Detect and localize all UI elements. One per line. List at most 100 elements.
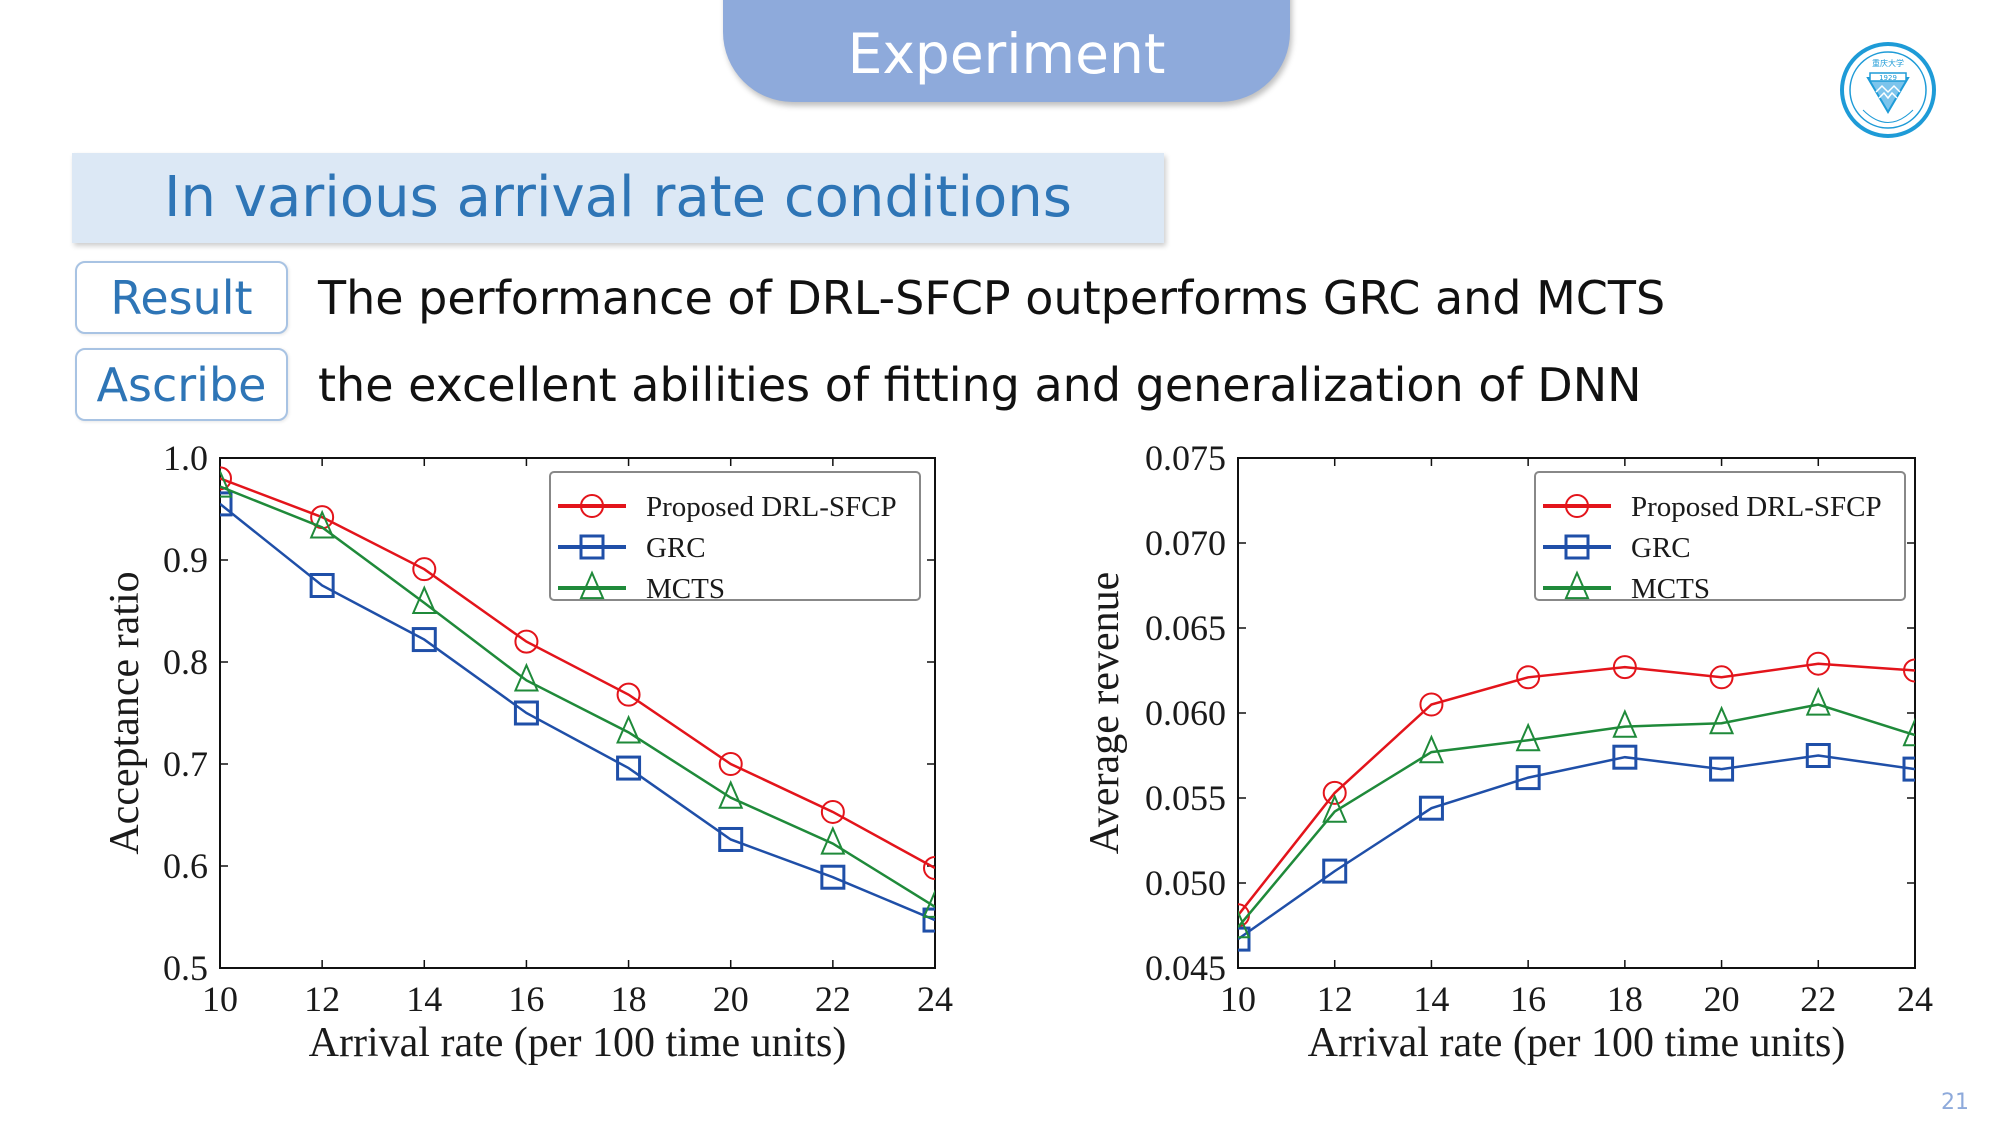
y-tick-label: 0.050 [1145,863,1226,903]
series-line [220,485,935,908]
legend-box [549,471,921,601]
data-point [1515,722,1541,752]
y-tick-label: 1.0 [163,438,208,478]
section-title: Experiment [847,22,1166,86]
section-header-tab: Experiment [723,0,1290,102]
legend-label: MCTS [1631,573,1710,605]
data-point [1322,794,1348,823]
data-point [1612,709,1638,738]
data-point [411,627,437,653]
data-point [923,856,935,881]
series-mcts [220,468,935,918]
y-tick-label: 0.045 [1145,948,1226,988]
data-point [718,780,744,809]
data-point [1902,756,1915,782]
svg-text:1929: 1929 [1879,74,1897,82]
y-axis-label: Average revenue [1082,572,1128,855]
data-point [1516,665,1541,690]
data-point [1418,795,1444,821]
y-tick-label: 0.8 [163,642,208,682]
y-tick-label: 0.065 [1145,608,1226,648]
x-tick-label: 10 [202,979,238,1019]
y-tick-label: 0.070 [1145,523,1226,563]
chongqing-university-seal-icon: 1929 重庆大学 [1840,42,1936,138]
x-tick-label: 22 [815,979,851,1019]
data-point [820,799,845,824]
data-point [1515,765,1541,791]
result-tag: Result [75,261,288,334]
legend-marker [580,494,604,518]
data-point [514,629,539,654]
legend-label: Proposed DRL-SFCP [1631,491,1882,523]
data-point [616,714,642,744]
legend-label: GRC [646,532,706,564]
data-point [513,700,539,726]
data-point [1805,686,1831,716]
data-point [1418,734,1444,764]
legend-box [1534,471,1906,601]
data-point [220,491,233,517]
x-tick-label: 16 [1510,979,1546,1019]
data-point [220,468,233,498]
ascribe-tag-label: Ascribe [96,357,267,412]
x-tick-label: 12 [1317,979,1353,1019]
legend: Proposed DRL-SFCP GRC MCTS [549,471,921,605]
data-point [1709,705,1735,735]
x-axis-label: Arrival rate (per 100 time units) [309,1020,847,1066]
result-text: The performance of DRL-SFCP outperforms … [318,271,1666,325]
data-point [1806,651,1831,676]
legend-label: MCTS [646,573,725,605]
x-tick-label: 20 [713,979,749,1019]
data-point [1238,926,1251,952]
page-number: 21 [1941,1090,1969,1115]
subtitle-text: In various arrival rate conditions [164,165,1072,230]
data-point [1903,658,1915,683]
ascribe-tag: Ascribe [75,348,288,421]
y-axis-label: Acceptance ratio [102,571,148,854]
data-point [820,825,846,855]
series-line [220,477,935,870]
legend-label: Proposed DRL-SFCP [646,491,897,523]
ascribe-text: the excellent abilities of fitting and g… [318,358,1642,412]
x-tick-label: 14 [406,979,442,1019]
y-tick-label: 0.060 [1145,693,1226,733]
legend-marker [579,570,605,600]
y-tick-label: 0.9 [163,540,208,580]
data-point [1322,858,1348,884]
data-point [1322,780,1347,805]
series-mcts [1238,686,1915,939]
y-tick-label: 0.7 [163,744,208,784]
data-point [1419,692,1444,717]
x-tick-label: 12 [304,979,340,1019]
subtitle-banner: In various arrival rate conditions [72,153,1164,243]
data-point [1709,756,1735,782]
legend: Proposed DRL-SFCP GRC MCTS [1534,471,1906,605]
series-line [220,502,935,922]
data-point [922,889,935,918]
data-point [820,864,846,890]
x-tick-label: 20 [1704,979,1740,1019]
data-point [1709,665,1734,690]
data-point [1902,717,1915,747]
x-axis-label: Arrival rate (per 100 time units) [1308,1020,1846,1066]
y-tick-label: 0.5 [163,948,208,988]
data-point [309,573,335,598]
y-tick-label: 0.6 [163,846,208,886]
data-point [220,466,232,491]
x-tick-label: 24 [1897,979,1933,1019]
series-line [1238,662,1915,917]
data-point [718,752,743,776]
data-point [1238,909,1251,939]
legend-marker [1564,534,1590,560]
data-point [616,682,641,707]
data-point [309,509,335,539]
data-point [412,557,437,582]
legend-marker [1565,494,1589,518]
data-point [616,755,642,781]
legend-label: GRC [1631,532,1691,564]
x-tick-label: 14 [1413,979,1449,1019]
data-point [1612,655,1637,680]
series-proposed-drl-sfcp [220,466,935,881]
